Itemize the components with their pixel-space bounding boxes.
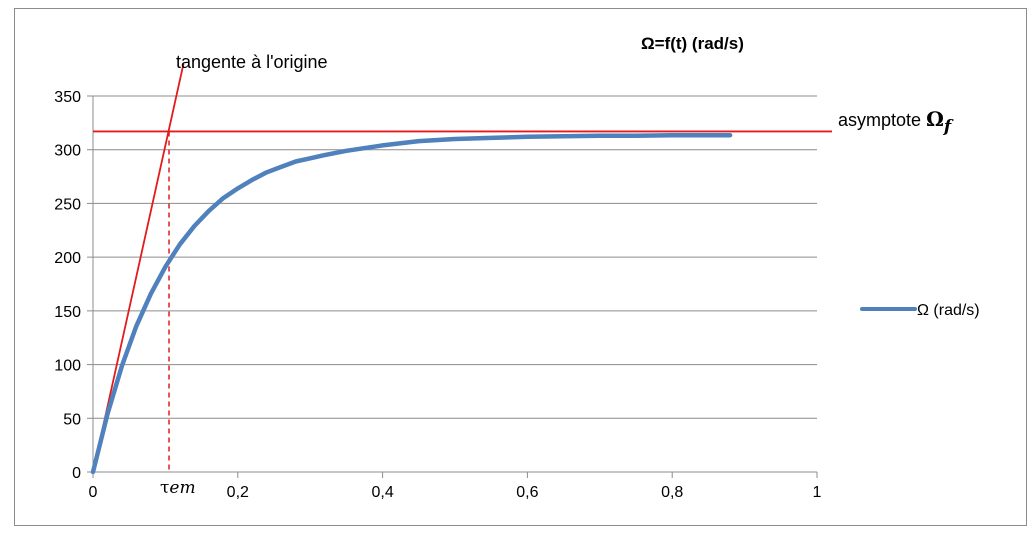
y-tick-label: 300 [54, 143, 81, 160]
x-tick-label: 0,2 [227, 484, 249, 501]
labels: Ω=f(t) (rad/s) tangente à l'origine asym… [160, 34, 954, 498]
tau-suffix: em [169, 478, 195, 498]
tau-em-label: τem [160, 478, 196, 498]
series [90, 132, 733, 475]
legend-label: Ω (rad/s) [917, 302, 980, 319]
x-tick-label: 0,8 [661, 484, 683, 501]
gridlines [93, 95, 817, 419]
tau-symbol: τ [160, 478, 169, 498]
x-tick-label: 0,6 [516, 484, 538, 501]
asymptote-symbol: Ω [926, 107, 944, 131]
y-tick-label: 250 [54, 196, 81, 213]
y-tick-label: 150 [54, 304, 81, 321]
x-tick-label: 1 [813, 484, 822, 501]
asymptote-label-text: asymptote [838, 110, 921, 130]
chart-title: Ω=f(t) (rad/s) [641, 34, 744, 53]
reference-lines [92, 63, 832, 473]
series-line [90, 132, 733, 475]
y-tick-label: 100 [54, 358, 81, 375]
y-tick-label: 0 [72, 465, 81, 482]
asymptote-subscript: f [943, 117, 954, 137]
y-tick-label: 350 [54, 89, 81, 106]
y-tick-label: 200 [54, 250, 81, 267]
x-tick-label: 0 [89, 484, 98, 501]
x-tick-label: 0,4 [371, 484, 393, 501]
y-tick-label: 50 [63, 411, 81, 428]
axes: 0 50 100 150 200 250 300 350 0 0,2 0,4 0,6 0,8 1 [54, 89, 821, 501]
asymptote-label: asymptote Ωf [838, 107, 954, 137]
chart-frame [14, 8, 1027, 526]
legend: Ω (rad/s) [860, 302, 980, 319]
tangent-label: tangente à l'origine [176, 52, 328, 72]
